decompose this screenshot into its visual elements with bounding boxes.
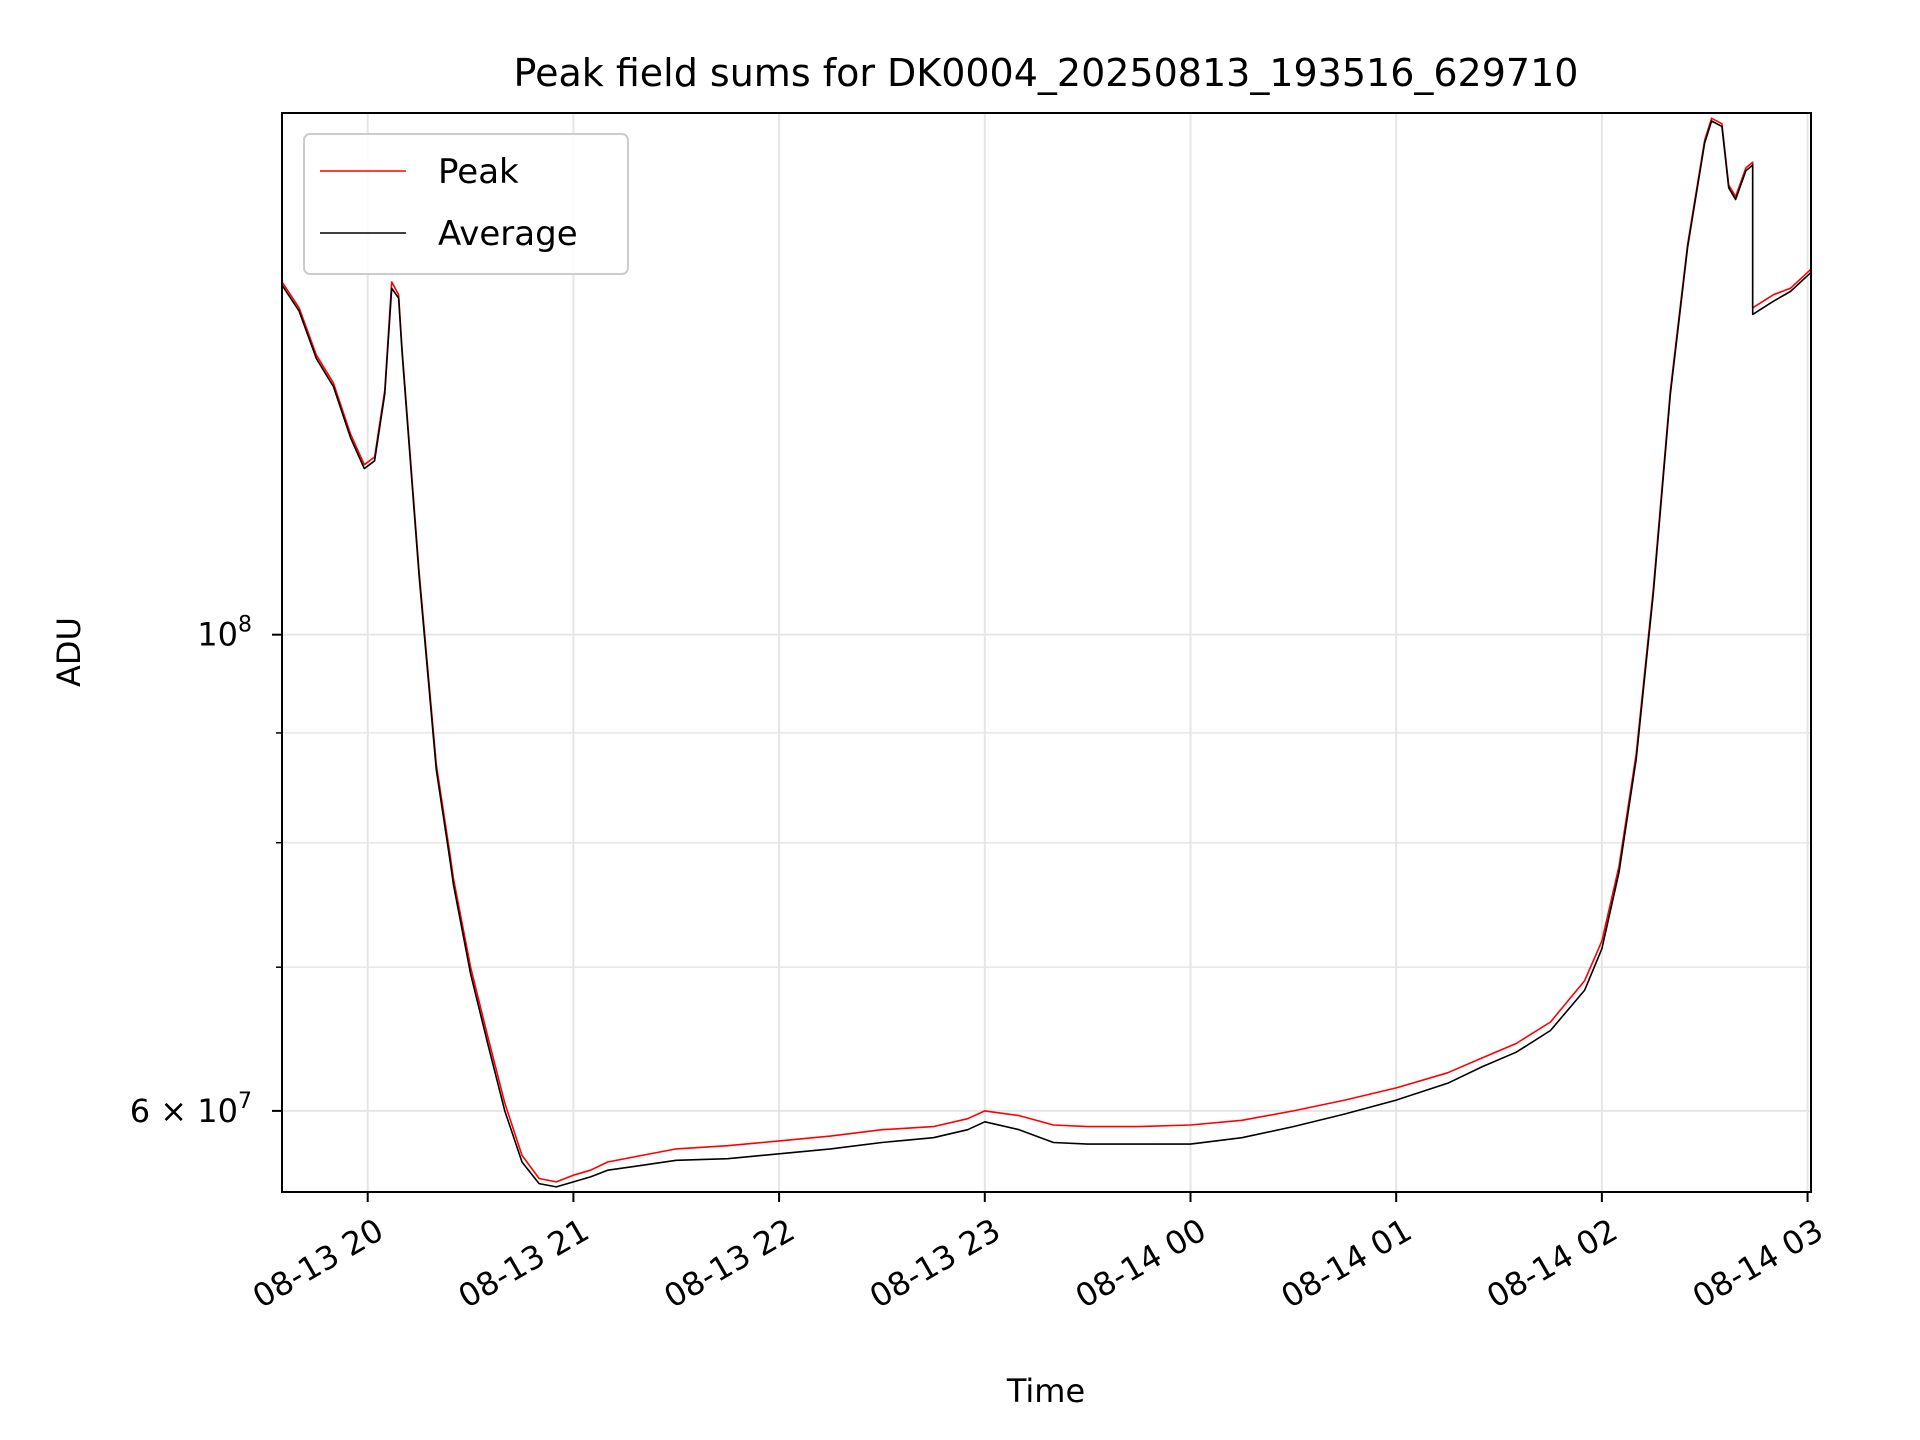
y-axis-label: ADU bbox=[50, 617, 88, 687]
legend-average-label: Average bbox=[438, 214, 578, 254]
legend: Peak Average bbox=[303, 133, 629, 275]
plot-area-frame bbox=[281, 112, 1812, 1193]
grid-lines bbox=[282, 113, 1811, 1192]
series-line-average bbox=[281, 120, 1812, 1188]
y-tick-label: 6 × 107 bbox=[130, 1089, 252, 1130]
y-axis-ticks: 108 6 × 107 bbox=[130, 613, 282, 1130]
chart-title: Peak field sums for DK0004_20250813_1935… bbox=[514, 51, 1579, 95]
x-axis-label: Time bbox=[1006, 1372, 1085, 1410]
legend-peak-label: Peak bbox=[438, 152, 519, 192]
series-lines bbox=[281, 117, 1812, 1188]
y-tick-label: 108 bbox=[197, 613, 252, 654]
legend-box bbox=[303, 133, 629, 275]
